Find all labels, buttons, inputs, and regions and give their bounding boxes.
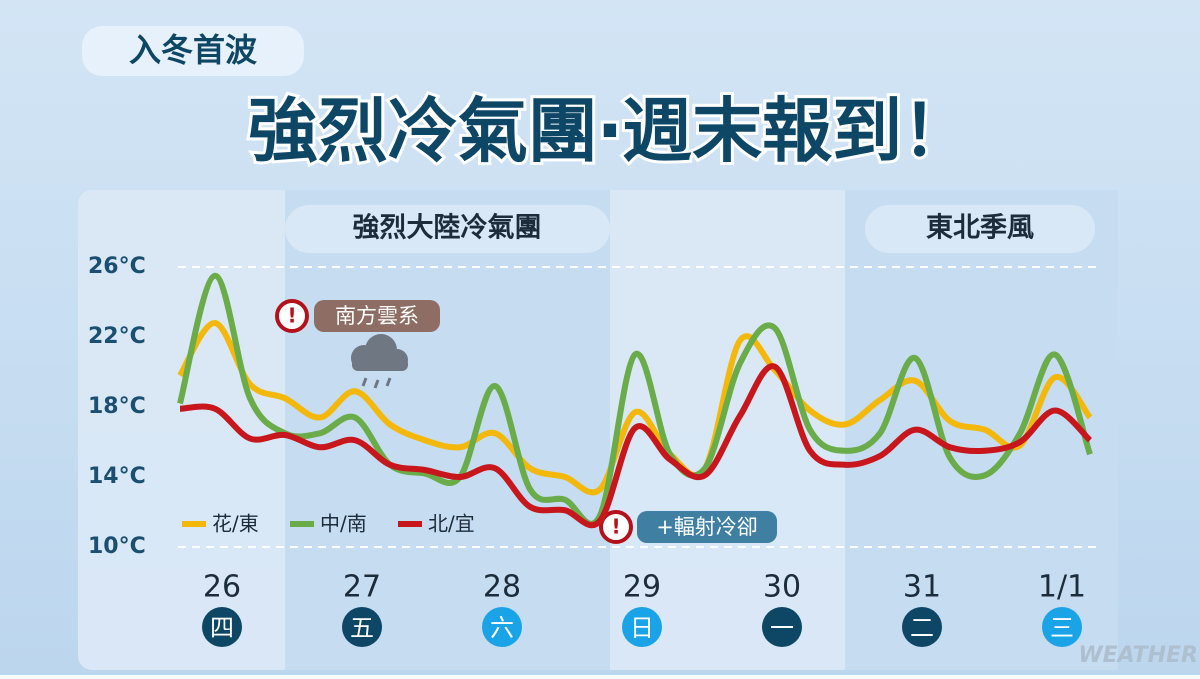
series-line [177, 320, 1093, 496]
alert-mark: ! [287, 304, 296, 328]
legend-label: 花/東 [212, 512, 259, 536]
plot: 26°C 22°C 18°C 14°C 10°C 26 四 27 五 28 六 29 日 30 一 31 二 1/… [88, 254, 1100, 647]
alert-icon [275, 299, 309, 333]
badge-box [82, 26, 304, 76]
badge: 入冬首波 [129, 31, 257, 69]
series-line [177, 272, 1093, 527]
period-pill [865, 205, 1095, 253]
legend-label: 北/宜 [428, 512, 475, 536]
y-tick-label: 22°C [88, 324, 146, 349]
watermark: WEATHER [1078, 643, 1198, 668]
x-tick-label: 1/1 [1038, 570, 1086, 605]
period-pill [285, 205, 610, 253]
x-tick-label: 27 [343, 570, 381, 605]
x-tick-label: 31 [903, 570, 941, 605]
weekday-badge [342, 607, 382, 647]
weekday-label: 一 [770, 614, 794, 642]
headline: 強烈冷氣團‧週末報到！ [248, 90, 972, 172]
weekday-badge [762, 607, 802, 647]
weekday-label: 三 [1050, 614, 1074, 642]
y-tick-label: 14°C [88, 464, 146, 489]
y-tick-label: 18°C [88, 394, 146, 419]
x-tick-label: 28 [483, 570, 521, 605]
alert-mark: ! [611, 515, 620, 539]
weekday-badge [482, 607, 522, 647]
y-tick-label: 10°C [88, 534, 146, 559]
annotation: 南方雲系 [335, 304, 419, 328]
weekday-badge [622, 607, 662, 647]
legend-label: 中/南 [320, 512, 367, 536]
alert-icon [599, 510, 633, 544]
weekday-label: 六 [490, 614, 514, 642]
weekday-label: 四 [210, 614, 234, 642]
x-tick-label: 30 [763, 570, 801, 605]
period-label: 強烈大陸冷氣團 [353, 213, 542, 244]
weekday-label: 二 [910, 614, 934, 642]
series-line [179, 363, 1093, 529]
period-band [285, 190, 610, 670]
y-tick-label: 26°C [88, 254, 146, 279]
annotation-box [637, 511, 777, 543]
period-label: 東北季風 [926, 213, 1034, 244]
rain-cloud-icon [351, 334, 408, 389]
weekday-label: 五 [350, 614, 374, 642]
weekday-badge [902, 607, 942, 647]
x-tick-label: 29 [623, 570, 661, 605]
weekday-badge [1042, 607, 1082, 647]
x-tick-label: 26 [203, 570, 241, 605]
weekday-label: 日 [630, 614, 654, 642]
annotation: +輻射冷卻 [656, 515, 758, 539]
weekday-badge [202, 607, 242, 647]
annotation-box [314, 300, 440, 332]
